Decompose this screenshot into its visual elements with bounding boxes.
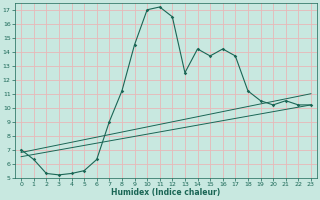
X-axis label: Humidex (Indice chaleur): Humidex (Indice chaleur) — [111, 188, 221, 197]
